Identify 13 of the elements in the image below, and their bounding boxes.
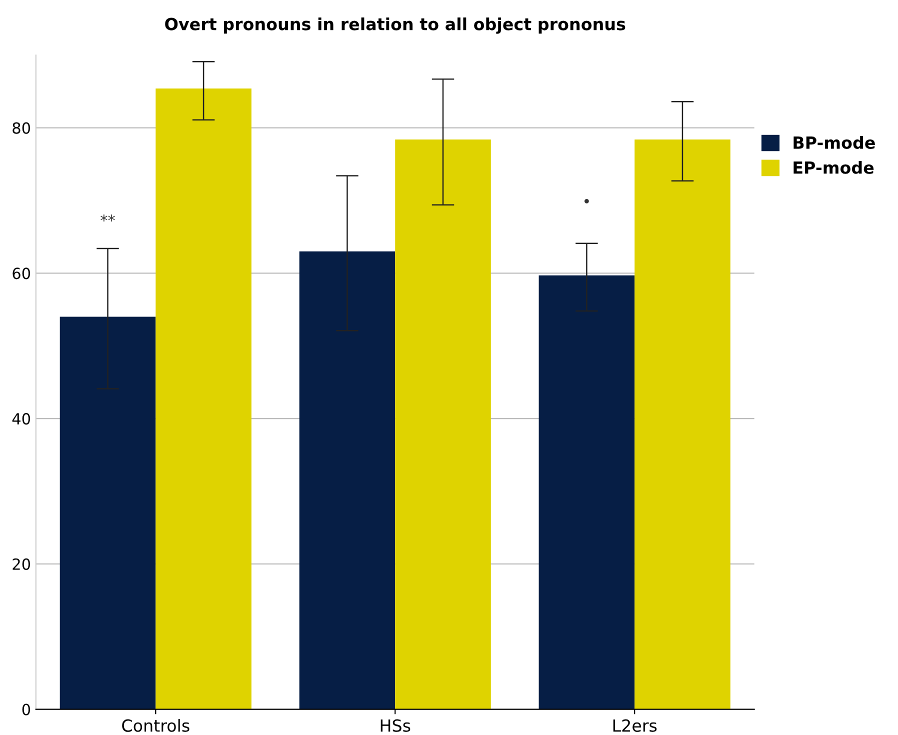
- y-tick-label: 80: [12, 122, 30, 134]
- x-tick-label: Controls: [122, 718, 190, 732]
- legend-label: EP-mode: [794, 161, 874, 174]
- y-tick-label: 0: [22, 704, 30, 716]
- y-tick-label: 20: [12, 558, 30, 570]
- y-tick-label: 40: [12, 413, 30, 425]
- annotation: **: [100, 214, 115, 222]
- legend-label: BP-mode: [794, 136, 875, 149]
- y-tick-label: 60: [12, 268, 30, 280]
- chart-title: Overt pronouns in relation to all object prononus: [165, 17, 626, 34]
- x-tick-label: L2ers: [613, 719, 657, 732]
- x-tick-label: HSs: [380, 719, 410, 732]
- annotation: •: [584, 198, 589, 204]
